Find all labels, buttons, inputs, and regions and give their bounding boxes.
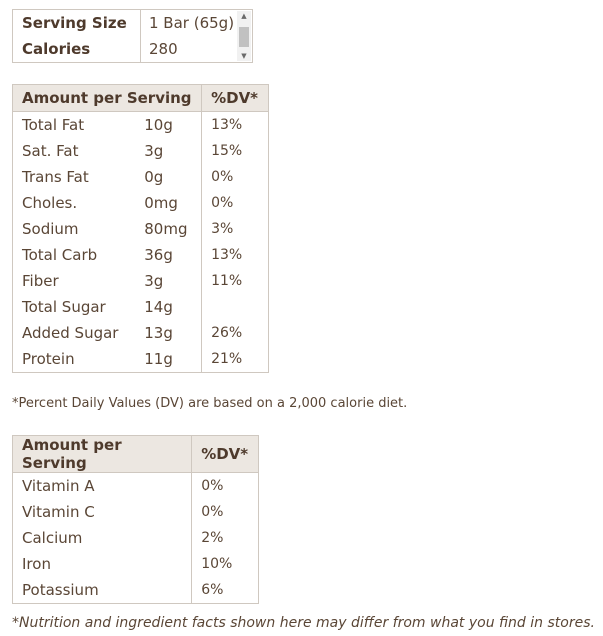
calories-row: Calories 280 <box>13 36 244 62</box>
vitamin-row: Potassium 6% <box>13 577 258 603</box>
vitamin-name: Potassium <box>22 581 99 599</box>
nutrient-row: Total Carb 36g 13% <box>13 242 268 268</box>
nutrient-row: Choles. 0mg 0% <box>13 190 268 216</box>
vitamins-dv-header: %DV* <box>191 436 258 473</box>
nutrient-dv: 11% <box>201 268 268 294</box>
serving-size-label: Serving Size <box>13 10 141 36</box>
nutrients-body: Total Fat 10g 13% Sat. Fat 3g 15% Trans Fat 0g 0… <box>13 111 268 372</box>
nutrient-dv: 26% <box>201 320 268 346</box>
vitamin-row: Vitamin C 0% <box>13 499 258 525</box>
nutrient-row: Added Sugar 13g 26% <box>13 320 268 346</box>
nutrient-amount: 3g <box>144 142 164 160</box>
vitamin-dv: 0% <box>191 499 258 525</box>
serving-size-value: 1 Bar (65g) <box>149 14 235 32</box>
vitamin-name: Vitamin C <box>22 503 95 521</box>
nutrient-dv: 13% <box>201 111 268 138</box>
vitamin-row: Vitamin A 0% <box>13 472 258 499</box>
calories-value: 280 <box>149 40 178 58</box>
vitamins-grid: Amount per Serving %DV* Vitamin A 0% Vitam… <box>13 436 258 603</box>
nutrients-grid: Amount per Serving %DV* Total Fat 10g 13% S… <box>13 85 268 372</box>
vitamin-dv: 2% <box>191 525 258 551</box>
nutrient-name: Trans Fat <box>22 168 89 186</box>
vitamin-name: Calcium <box>22 529 83 547</box>
nutrient-name: Sat. Fat <box>22 142 79 160</box>
calories-label: Calories <box>13 36 141 62</box>
nutrient-amount: 36g <box>144 246 173 264</box>
serving-table: Serving Size 1 Bar (65g) Calories 280 <box>13 10 244 62</box>
nutrient-amount: 10g <box>144 116 173 134</box>
nutrient-name: Added Sugar <box>22 324 119 342</box>
nutrient-name: Total Carb <box>22 246 98 264</box>
vitamins-header-row: Amount per Serving %DV* <box>13 436 258 473</box>
serving-size-row: Serving Size 1 Bar (65g) <box>13 10 244 36</box>
nutrient-facts-table: Amount per Serving %DV* Total Fat 10g 13% S… <box>12 84 269 373</box>
nutrient-name: Fiber <box>22 272 59 290</box>
nutrient-row: Sodium 80mg 3% <box>13 216 268 242</box>
nutrient-amount: 13g <box>144 324 173 342</box>
vitamin-dv: 0% <box>191 472 258 499</box>
vitamin-row: Calcium 2% <box>13 525 258 551</box>
nutrient-amount: 0mg <box>144 194 178 212</box>
vitamin-facts-table: Amount per Serving %DV* Vitamin A 0% Vitam… <box>12 435 259 604</box>
vitamins-amount-header: Amount per Serving <box>13 436 192 473</box>
scrollbar-thumb[interactable] <box>239 27 249 47</box>
nutrient-name: Protein <box>22 350 75 368</box>
nutrient-row: Total Fat 10g 13% <box>13 111 268 138</box>
nutrient-dv: 0% <box>201 190 268 216</box>
nutrient-dv: 0% <box>201 164 268 190</box>
nutrient-dv <box>201 294 268 320</box>
nutrient-amount: 0g <box>144 168 164 186</box>
amount-per-serving-header: Amount per Serving <box>13 85 202 112</box>
nutrient-dv: 13% <box>201 242 268 268</box>
vitamin-dv: 10% <box>191 551 258 577</box>
nutrient-dv: 21% <box>201 346 268 372</box>
vitamin-row: Iron 10% <box>13 551 258 577</box>
nutrient-dv: 15% <box>201 138 268 164</box>
vitamin-name: Iron <box>22 555 51 573</box>
scroll-up-arrow-icon[interactable]: ▲ <box>241 12 247 20</box>
serving-scrollbar[interactable]: ▲ ▼ <box>237 11 251 61</box>
nutrients-header-row: Amount per Serving %DV* <box>13 85 268 112</box>
nutrient-dv: 3% <box>201 216 268 242</box>
nutrient-name: Total Fat <box>22 116 85 134</box>
nutrient-row: Total Sugar 14g <box>13 294 268 320</box>
nutrient-amount: 11g <box>144 350 173 368</box>
nutrient-amount: 3g <box>144 272 164 290</box>
vitamins-body: Vitamin A 0% Vitamin C 0% Calcium 2% Iron 10% Po… <box>13 472 258 603</box>
nutrient-amount: 80mg <box>144 220 188 238</box>
dv-footnote: *Percent Daily Values (DV) are based on … <box>12 396 408 411</box>
nutrient-row: Trans Fat 0g 0% <box>13 164 268 190</box>
nutrient-row: Sat. Fat 3g 15% <box>13 138 268 164</box>
nutrient-name: Choles. <box>22 194 78 212</box>
nutrient-amount: 14g <box>144 298 173 316</box>
nutrient-name: Sodium <box>22 220 79 238</box>
vitamin-name: Vitamin A <box>22 477 95 495</box>
store-disclaimer: *Nutrition and ingredient facts shown he… <box>12 615 595 631</box>
nutrient-name: Total Sugar <box>22 298 106 316</box>
nutrient-row: Protein 11g 21% <box>13 346 268 372</box>
vitamin-dv: 6% <box>191 577 258 603</box>
scroll-down-arrow-icon[interactable]: ▼ <box>241 52 247 60</box>
nutrient-row: Fiber 3g 11% <box>13 268 268 294</box>
dv-header: %DV* <box>201 85 268 112</box>
serving-info-box[interactable]: Serving Size 1 Bar (65g) Calories 280 ▲ … <box>12 9 253 63</box>
